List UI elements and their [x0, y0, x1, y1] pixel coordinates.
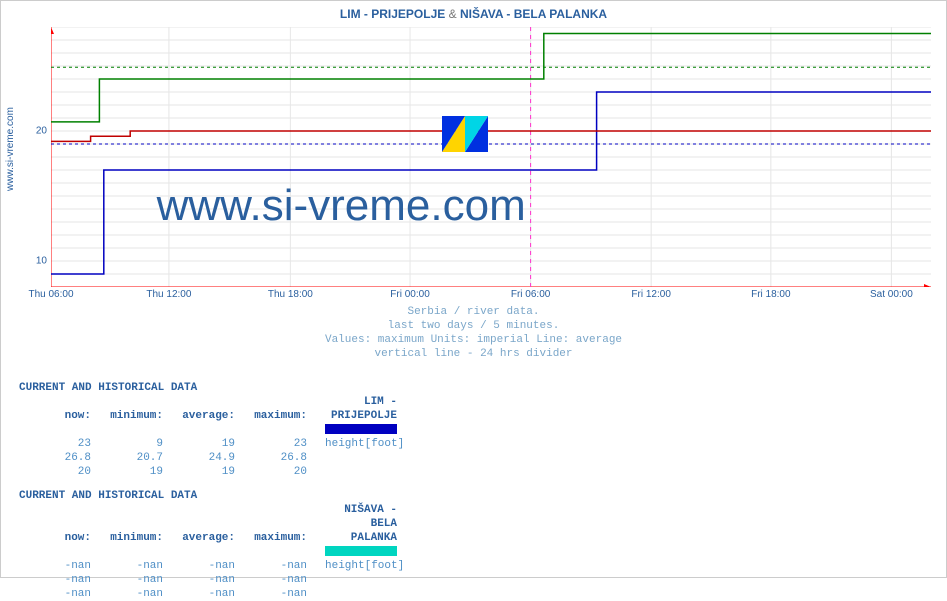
table-cell: -nan — [19, 559, 91, 573]
legend-label: height[foot] — [325, 437, 397, 451]
subtitle-line: Serbia / river data. — [1, 305, 946, 319]
chart-subtitle: Serbia / river data.last two days / 5 mi… — [1, 305, 946, 361]
station-name: LIM - PRIJEPOLJE — [325, 395, 397, 423]
x-tick: Fri 00:00 — [390, 289, 429, 300]
legend-color-icon — [325, 546, 397, 556]
table-cell: 24.9 — [163, 451, 235, 465]
legend-label: height[foot] — [325, 559, 397, 573]
table-header: minimum: — [91, 531, 163, 545]
title-series-a: LIM - PRIJEPOLJE — [340, 7, 445, 21]
table-cell: -nan — [163, 559, 235, 573]
table-cell: 20 — [235, 465, 307, 479]
table-header: minimum: — [91, 409, 163, 423]
table-row: 20191920 — [19, 465, 397, 479]
y-tick: 10 — [31, 256, 47, 267]
table-header: average: — [163, 409, 235, 423]
table-cell: 19 — [91, 465, 163, 479]
table-row: -nan-nan-nan-nan — [19, 587, 397, 601]
table-cell: 26.8 — [235, 451, 307, 465]
table-cell: -nan — [91, 559, 163, 573]
title-series-b: NIŠAVA - BELA PALANKA — [460, 7, 607, 21]
x-tick-labels: Thu 06:00Thu 12:00Thu 18:00Fri 00:00Fri … — [51, 289, 931, 303]
subtitle-line: Values: maximum Units: imperial Line: av… — [1, 333, 946, 347]
legend-swatch: height[foot] — [325, 423, 397, 451]
x-tick: Thu 12:00 — [146, 289, 191, 300]
table-cell: 9 — [91, 437, 163, 451]
table-cell: 20.7 — [91, 451, 163, 465]
table-cell: -nan — [19, 573, 91, 587]
table-row: -nan-nan-nan-nanheight[foot] — [19, 545, 397, 573]
table-cell: -nan — [235, 559, 307, 573]
chart-frame: www.si-vreme.com LIM - PRIJEPOLJE & NIŠA… — [0, 0, 947, 578]
subtitle-line: last two days / 5 minutes. — [1, 319, 946, 333]
table-cell: 23 — [235, 437, 307, 451]
table-header: maximum: — [235, 531, 307, 545]
chart-title: LIM - PRIJEPOLJE & NIŠAVA - BELA PALANKA — [1, 7, 946, 21]
table-title: CURRENT AND HISTORICAL DATA — [19, 381, 397, 395]
x-tick: Fri 18:00 — [751, 289, 790, 300]
table-cell: 19 — [163, 437, 235, 451]
plot-area: www.si-vreme.com — [51, 27, 931, 287]
table-cell: 23 — [19, 437, 91, 451]
x-tick: Fri 12:00 — [631, 289, 670, 300]
table-cell: -nan — [91, 573, 163, 587]
data-tables: CURRENT AND HISTORICAL DATAnow:minimum:a… — [19, 381, 397, 601]
table-header: now: — [19, 531, 91, 545]
station-name: NIŠAVA - BELA PALANKA — [325, 503, 397, 545]
table-cell: 26.8 — [19, 451, 91, 465]
table-row: 26.820.724.926.8 — [19, 451, 397, 465]
table-cell: -nan — [235, 587, 307, 601]
table-header-row: now:minimum:average:maximum: NIŠAVA - BEL… — [19, 503, 397, 545]
table-row: -nan-nan-nan-nan — [19, 573, 397, 587]
table-header: now: — [19, 409, 91, 423]
table-header: average: — [163, 531, 235, 545]
table-row: 2391923height[foot] — [19, 423, 397, 451]
title-separator: & — [449, 7, 457, 21]
table-cell: 19 — [163, 465, 235, 479]
x-tick: Sat 00:00 — [870, 289, 913, 300]
x-tick: Fri 06:00 — [511, 289, 550, 300]
subtitle-line: vertical line - 24 hrs divider — [1, 347, 946, 361]
y-side-label: www.si-vreme.com — [5, 107, 16, 191]
table-cell: -nan — [163, 573, 235, 587]
legend-swatch: height[foot] — [325, 545, 397, 573]
legend-color-icon — [325, 424, 397, 434]
table-cell: -nan — [163, 587, 235, 601]
watermark-logo-icon — [442, 116, 488, 152]
table-header: maximum: — [235, 409, 307, 423]
watermark-text: www.si-vreme.com — [157, 181, 526, 231]
x-tick: Thu 18:00 — [268, 289, 313, 300]
x-tick: Thu 06:00 — [28, 289, 73, 300]
table-header-row: now:minimum:average:maximum: LIM - PRIJEP… — [19, 395, 397, 423]
table-cell: -nan — [19, 587, 91, 601]
table-cell: -nan — [91, 587, 163, 601]
table-title: CURRENT AND HISTORICAL DATA — [19, 489, 397, 503]
y-tick: 20 — [31, 126, 47, 137]
table-cell: -nan — [235, 573, 307, 587]
table-cell: 20 — [19, 465, 91, 479]
